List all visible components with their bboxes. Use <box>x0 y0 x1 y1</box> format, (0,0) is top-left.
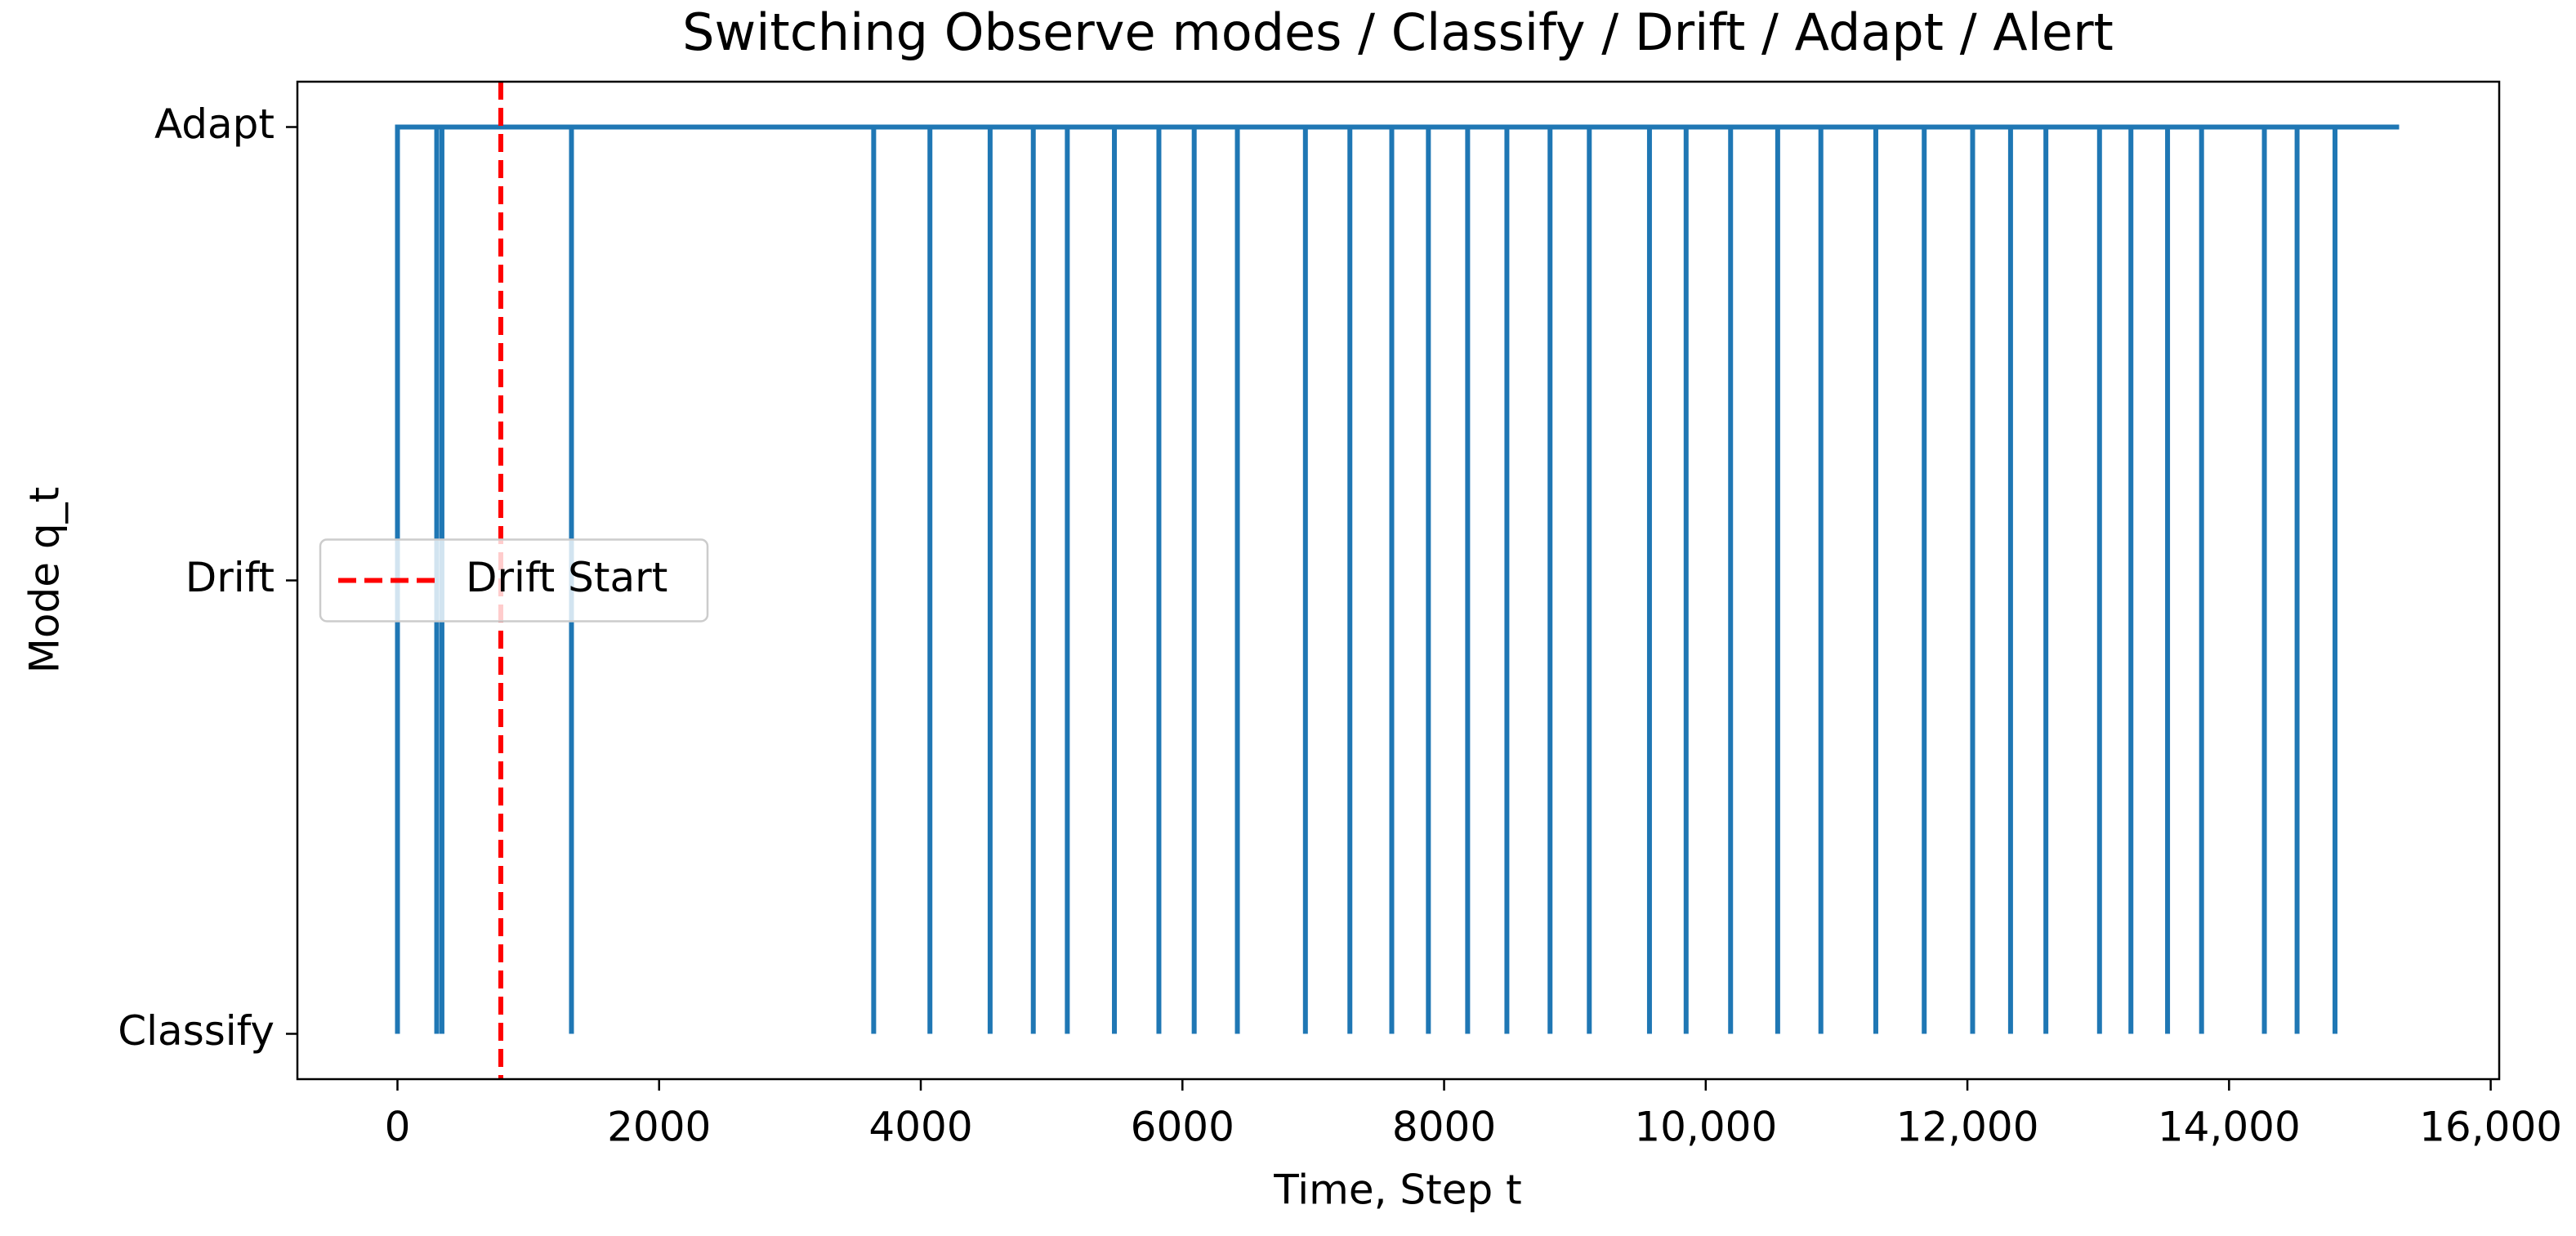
x-tick-label: 0 <box>385 1104 411 1151</box>
chart-title: Switching Observe modes / Classify / Dri… <box>682 2 2114 62</box>
mode-line <box>395 124 2400 1034</box>
x-tick-label: 14,000 <box>2158 1104 2301 1151</box>
y-tick-label: Adapt <box>154 100 275 148</box>
x-tick-label: 6000 <box>1131 1104 1234 1151</box>
y-tick-label: Drift <box>185 554 275 601</box>
legend: Drift Start <box>319 538 709 622</box>
x-tick-label: 4000 <box>868 1104 972 1151</box>
x-axis-label: Time, Step t <box>1273 1167 1522 1214</box>
x-tick-label: 12,000 <box>1896 1104 2039 1151</box>
y-tick-label: Classify <box>118 1007 275 1055</box>
x-tick-label: 16,000 <box>2419 1104 2562 1151</box>
x-tick-label: 8000 <box>1392 1104 1496 1151</box>
legend-box <box>319 538 709 622</box>
x-tick-label: 2000 <box>607 1104 711 1151</box>
x-tick-label: 10,000 <box>1634 1104 1777 1151</box>
y-axis-label: Mode q_t <box>21 487 69 673</box>
plot-frame <box>296 80 2501 1081</box>
legend-label: Drift Start <box>466 554 667 601</box>
